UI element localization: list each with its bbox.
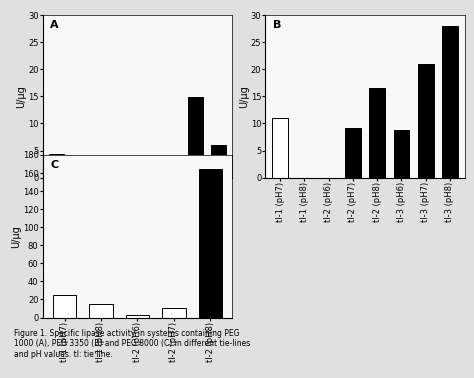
Bar <box>345 128 361 178</box>
Bar <box>211 145 226 178</box>
Bar <box>118 160 133 178</box>
Bar <box>49 154 64 178</box>
Y-axis label: U/μg: U/μg <box>11 225 21 248</box>
Y-axis label: U/μg: U/μg <box>239 85 249 108</box>
Bar <box>142 173 156 178</box>
Bar <box>162 308 186 318</box>
Bar <box>188 98 203 178</box>
Bar <box>126 315 149 318</box>
Y-axis label: U/μg: U/μg <box>17 85 27 108</box>
Bar <box>199 169 222 318</box>
Bar <box>393 130 409 178</box>
Bar <box>95 172 110 178</box>
Bar <box>72 157 87 178</box>
Bar <box>89 304 113 318</box>
Bar <box>53 295 76 318</box>
Bar <box>369 88 385 178</box>
Bar <box>272 118 288 178</box>
Text: A: A <box>50 20 59 30</box>
Text: C: C <box>50 160 58 170</box>
Text: Figure 1. Specific lipase activity in systems containing PEG
1000 (A), PEG 3350 : Figure 1. Specific lipase activity in sy… <box>14 329 250 359</box>
Text: B: B <box>273 20 282 30</box>
Bar <box>418 64 434 178</box>
Bar <box>442 26 458 178</box>
